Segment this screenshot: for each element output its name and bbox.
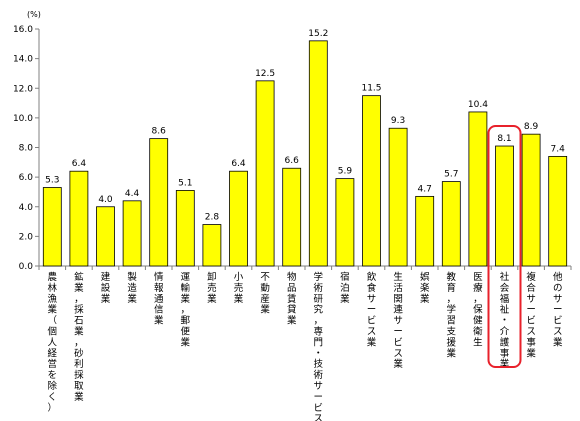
data-labels-group: 5.3 6.4 4.0 4.4 8.6 5.1 2.8 6.4 12.5 6.6 15.2 5.9 11… bbox=[45, 29, 565, 223]
data-label: 5.1 bbox=[178, 178, 192, 188]
category-label: 卸売業 bbox=[207, 271, 217, 305]
data-label: 8.1 bbox=[497, 134, 511, 144]
y-tick-label: 14.0 bbox=[13, 55, 33, 65]
data-label: 4.4 bbox=[125, 189, 140, 199]
category-label: 製造業 bbox=[127, 271, 137, 305]
data-label: 12.5 bbox=[255, 69, 275, 79]
category-label: 飲食サービス業 bbox=[367, 271, 377, 348]
bar bbox=[175, 190, 195, 267]
data-label: 9.3 bbox=[391, 116, 405, 126]
category-label: 娯楽業 bbox=[420, 271, 430, 305]
bar bbox=[388, 127, 408, 267]
category-label: 他のサービス業 bbox=[553, 271, 563, 348]
highlight-box bbox=[487, 125, 522, 368]
bar bbox=[229, 170, 248, 267]
y-tick-label: 2.0 bbox=[19, 232, 34, 242]
category-label: 教育，学習支援業 bbox=[447, 271, 457, 359]
y-tick-label: 12.0 bbox=[13, 84, 33, 94]
data-label: 15.2 bbox=[308, 29, 328, 39]
data-label: 6.4 bbox=[72, 159, 87, 169]
bar bbox=[122, 200, 142, 267]
bar bbox=[282, 167, 302, 267]
y-tick-label: 16.0 bbox=[13, 25, 33, 35]
category-label: 建設業 bbox=[101, 271, 111, 305]
y-tick-label: 6.0 bbox=[19, 173, 34, 183]
bar bbox=[521, 133, 541, 267]
category-label: 情報通信業 bbox=[154, 271, 164, 327]
data-label: 8.6 bbox=[152, 127, 167, 137]
category-label: 社会福祉・介護事業 bbox=[500, 271, 510, 370]
category-label: 学術研究，専門・技術サービス業 bbox=[314, 271, 324, 421]
data-label: 4.0 bbox=[98, 195, 113, 205]
bar bbox=[362, 95, 381, 267]
data-label: 8.9 bbox=[524, 122, 539, 132]
bar bbox=[69, 170, 89, 267]
category-label: 鉱業，採石業，砂利採取業 bbox=[74, 271, 84, 403]
category-label: 生活関連サービス業 bbox=[393, 271, 403, 370]
bar bbox=[255, 80, 275, 267]
y-tick-label: 10.0 bbox=[13, 114, 33, 124]
category-label: 農林漁業（個人経営を除く） bbox=[48, 271, 58, 414]
category-labels-group: 農林漁業（個人経営を除く） 鉱業，採石業，砂利採取業 建設業 製造業 情報通信業 運輸業，… bbox=[48, 271, 563, 421]
bar bbox=[495, 145, 514, 267]
data-label: 2.8 bbox=[205, 213, 220, 223]
y-axis-unit-label: (%) bbox=[27, 10, 41, 19]
bar bbox=[441, 181, 461, 267]
bar bbox=[548, 155, 568, 267]
y-tick-label: 0.0 bbox=[19, 262, 34, 272]
data-label: 7.4 bbox=[551, 144, 566, 154]
highlight-group bbox=[487, 125, 522, 368]
data-label: 6.4 bbox=[231, 159, 246, 169]
data-label: 4.7 bbox=[418, 184, 432, 194]
bar bbox=[42, 187, 62, 267]
category-label: 宿泊業 bbox=[340, 271, 350, 305]
category-label: 小売業 bbox=[234, 272, 244, 305]
bars-group bbox=[42, 40, 568, 267]
category-label: 運輸業，郵便業 bbox=[181, 272, 191, 348]
bar bbox=[468, 111, 488, 267]
category-label: 不動産業 bbox=[260, 272, 270, 316]
category-label: 複合サービス事業 bbox=[526, 271, 536, 359]
y-tick-label: 8.0 bbox=[19, 144, 34, 154]
data-label: 11.5 bbox=[361, 84, 381, 94]
data-label: 5.7 bbox=[444, 170, 458, 180]
y-tick-label: 4.0 bbox=[19, 203, 34, 213]
data-label: 10.4 bbox=[468, 100, 488, 110]
data-label: 6.6 bbox=[285, 156, 300, 166]
category-label: 医療，保健衛生 bbox=[473, 272, 483, 348]
bar bbox=[335, 178, 355, 267]
bar bbox=[96, 206, 115, 267]
bar bbox=[202, 224, 222, 267]
category-label: 物品賃貸業 bbox=[287, 271, 297, 327]
data-label: 5.3 bbox=[45, 175, 59, 185]
data-label: 5.9 bbox=[338, 167, 353, 177]
bar bbox=[415, 195, 435, 267]
bar bbox=[149, 138, 169, 267]
bar bbox=[308, 40, 328, 267]
